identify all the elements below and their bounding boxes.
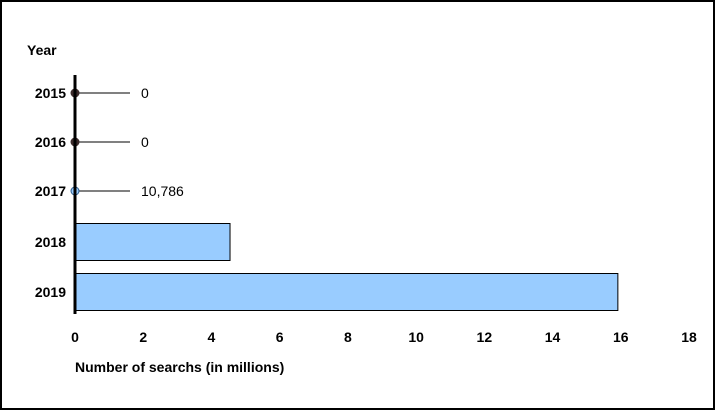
data-label: 0 [141, 134, 149, 150]
category-label: 2017 [35, 183, 66, 199]
category-label: 2016 [35, 134, 66, 150]
data-label: 0 [141, 85, 149, 101]
x-tick-label: 16 [613, 329, 629, 345]
data-label: 10,786 [141, 183, 184, 199]
x-axis-title: Number of searchs (in millions) [75, 359, 284, 375]
x-tick-label: 8 [344, 329, 352, 345]
bar [75, 223, 231, 261]
x-tick-label: 6 [276, 329, 284, 345]
category-label: 2018 [35, 234, 66, 250]
x-tick-label: 14 [545, 329, 561, 345]
bars-layer: 2015 0 2016 0 2017 10,786 2018 2019 [35, 85, 619, 311]
x-axis-ticks: 0 2 4 6 8 10 12 14 16 18 [71, 329, 697, 345]
x-tick-label: 0 [71, 329, 79, 345]
category-label: 2015 [35, 85, 66, 101]
x-tick-label: 18 [681, 329, 697, 345]
x-tick-label: 10 [408, 329, 424, 345]
y-axis-title: Year [27, 42, 57, 58]
bar [75, 273, 619, 311]
x-tick-label: 4 [208, 329, 216, 345]
x-tick-label: 12 [477, 329, 493, 345]
x-tick-label: 2 [139, 329, 147, 345]
category-label: 2019 [35, 284, 66, 300]
